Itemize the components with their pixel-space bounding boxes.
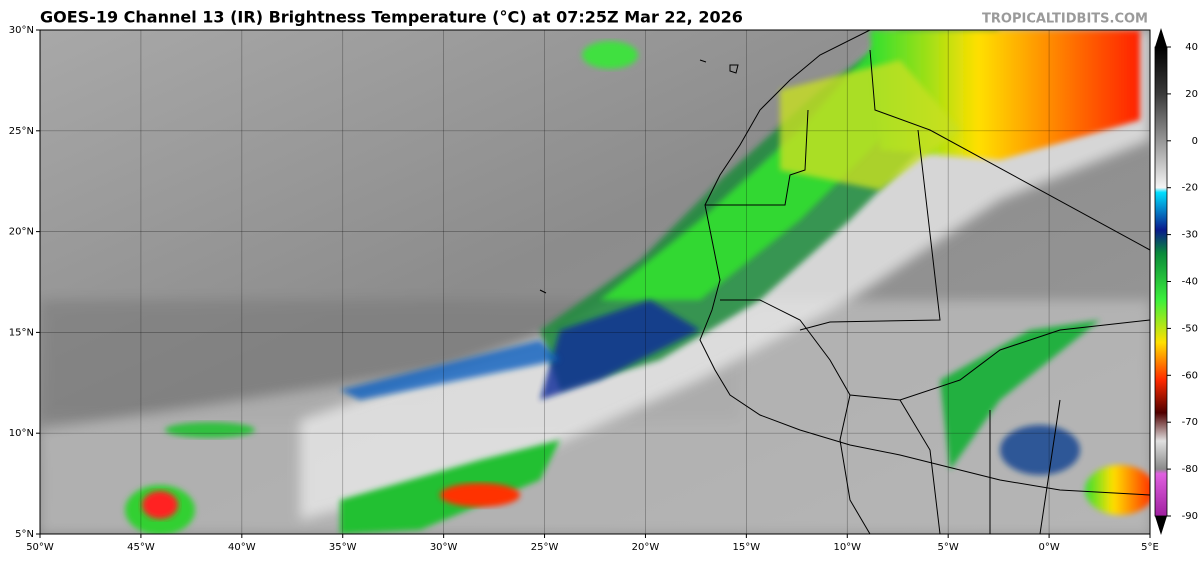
- colorbar-label: -40: [1182, 277, 1198, 288]
- lat-label: 20°N: [9, 227, 34, 238]
- lat-label: 30°N: [9, 25, 34, 36]
- coastlines: [539, 30, 1150, 534]
- colorbar-label: -60: [1182, 370, 1198, 381]
- credit: TROPICALTIDBITS.COM: [982, 12, 1148, 27]
- lon-label: 25°W: [531, 542, 559, 553]
- lon-label: 15°W: [733, 542, 761, 553]
- colorbar-label: -80: [1182, 464, 1198, 475]
- map-frame: [39, 29, 1151, 535]
- colorbar-label: 40: [1185, 42, 1198, 53]
- title: GOES-19 Channel 13 (IR) Brightness Tempe…: [40, 8, 743, 27]
- colorbar-label: -30: [1182, 230, 1198, 241]
- colorbar-label: -70: [1182, 417, 1198, 428]
- lon-label: 50°W: [26, 542, 54, 553]
- lon-label: 0°W: [1038, 542, 1059, 553]
- colorbar-label: -50: [1182, 323, 1198, 334]
- colorbar-label: 20: [1185, 89, 1198, 100]
- lat-label: 5°N: [15, 529, 34, 540]
- colorbar-label: -20: [1182, 183, 1198, 194]
- lat-label: 15°N: [9, 327, 34, 338]
- lon-label: 45°W: [127, 542, 155, 553]
- lat-label: 25°N: [9, 126, 34, 137]
- imagery: [40, 30, 1150, 534]
- lon-label: 5°E: [1141, 542, 1159, 553]
- lat-label: 10°N: [9, 428, 34, 439]
- lon-label: 10°W: [833, 542, 861, 553]
- lon-label: 30°W: [430, 542, 458, 553]
- lon-label: 20°W: [632, 542, 660, 553]
- lon-label: 5°W: [938, 542, 959, 553]
- colorbar-label: -90: [1182, 511, 1198, 522]
- lon-label: 40°W: [228, 542, 256, 553]
- colorbar: [1154, 46, 1168, 517]
- colorbar-label: 0: [1192, 136, 1198, 147]
- lon-label: 35°W: [329, 542, 357, 553]
